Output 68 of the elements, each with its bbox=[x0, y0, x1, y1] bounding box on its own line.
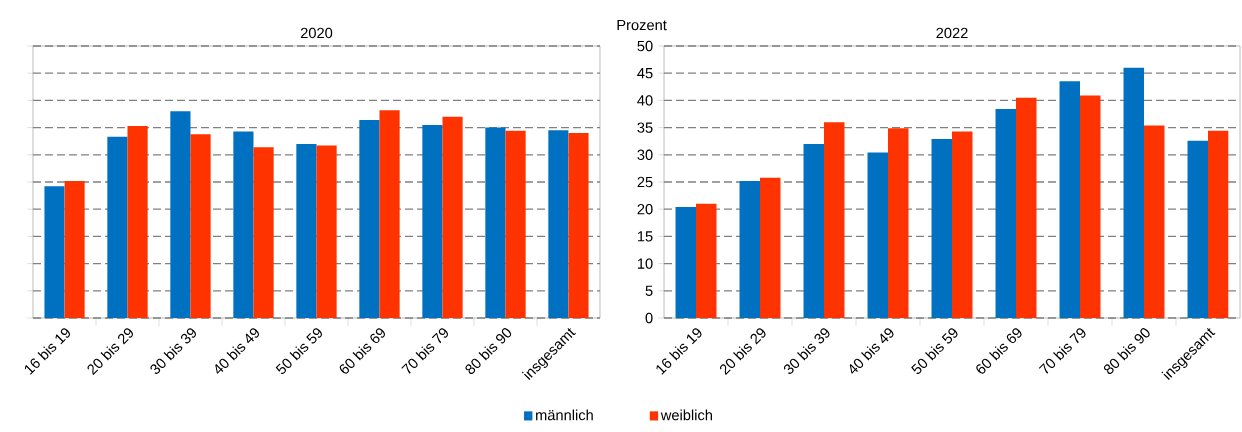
bar bbox=[1208, 130, 1229, 318]
x-tick-label: 70 bis 79 bbox=[401, 328, 448, 374]
y-tick-label: 25 bbox=[637, 176, 653, 188]
bar bbox=[253, 147, 274, 318]
y-tick-label: 45 bbox=[637, 68, 653, 79]
y-tick-label: 15 bbox=[637, 231, 653, 242]
bar bbox=[64, 180, 85, 318]
bar bbox=[1144, 125, 1165, 318]
x-tick-label: 80 bis 90 bbox=[1103, 328, 1150, 375]
x-tick-label: 50 bis 59 bbox=[911, 328, 958, 375]
bar bbox=[1080, 95, 1101, 318]
x-tick-label: 50 bis 59 bbox=[275, 328, 322, 375]
bar bbox=[296, 143, 317, 318]
bar bbox=[568, 133, 589, 318]
bar bbox=[170, 111, 191, 318]
bar bbox=[485, 127, 506, 318]
x-tick-label: 70 bis 79 bbox=[1038, 328, 1086, 374]
bar bbox=[316, 145, 337, 318]
bar bbox=[675, 207, 697, 318]
y-tick-label: 40 bbox=[637, 95, 653, 106]
y-axis-title: Prozent bbox=[617, 19, 667, 31]
bar bbox=[888, 128, 909, 318]
bar bbox=[1123, 67, 1145, 318]
bar bbox=[233, 131, 254, 318]
y-tick-label: 20 bbox=[637, 204, 653, 215]
bar bbox=[359, 119, 380, 318]
legend-label: weiblich bbox=[660, 409, 712, 421]
bar bbox=[1059, 81, 1081, 318]
bar bbox=[505, 130, 526, 318]
bar bbox=[931, 139, 953, 318]
chart-title: 2020 bbox=[300, 27, 333, 39]
bar bbox=[107, 136, 128, 318]
y-tick-label: 5 bbox=[645, 285, 653, 296]
y-tick-label: 10 bbox=[637, 258, 653, 269]
bar bbox=[952, 131, 973, 318]
bar bbox=[190, 134, 211, 318]
x-tick-label: 30 bis 39 bbox=[150, 328, 196, 375]
bar bbox=[548, 130, 569, 318]
x-tick-label: 60 bis 69 bbox=[339, 328, 385, 374]
x-tick-label: 30 bis 39 bbox=[783, 328, 830, 375]
x-tick-label: 20 bis 29 bbox=[87, 328, 133, 376]
x-tick-label: 16 bis 19 bbox=[656, 328, 702, 375]
x-tick-label: 40 bis 49 bbox=[215, 328, 259, 374]
bar bbox=[1187, 140, 1209, 318]
bar bbox=[1016, 97, 1037, 318]
bar bbox=[803, 143, 825, 318]
bar bbox=[824, 122, 845, 318]
x-tick-label: 60 bis 69 bbox=[976, 328, 1022, 374]
bar bbox=[422, 124, 443, 318]
y-tick-label: 30 bbox=[637, 149, 653, 160]
y-tick-label: 50 bbox=[637, 40, 653, 52]
x-tick-label: 20 bis 29 bbox=[719, 328, 766, 376]
bar bbox=[127, 125, 148, 318]
bar bbox=[867, 152, 889, 318]
x-tick-label: 40 bis 49 bbox=[849, 328, 894, 374]
y-tick-label: 35 bbox=[637, 122, 653, 133]
x-tick-label: 16 bis 19 bbox=[24, 328, 70, 375]
bar bbox=[760, 177, 781, 318]
chart-title: 2022 bbox=[936, 27, 968, 39]
x-tick-label: 80 bis 90 bbox=[465, 328, 512, 375]
bar bbox=[739, 180, 761, 318]
bar bbox=[379, 110, 400, 318]
bar bbox=[995, 109, 1017, 318]
bar bbox=[44, 186, 65, 318]
y-tick-label: 0 bbox=[645, 312, 653, 324]
bar bbox=[696, 203, 717, 318]
bar bbox=[442, 116, 463, 318]
legend-label: männlich bbox=[536, 409, 593, 421]
